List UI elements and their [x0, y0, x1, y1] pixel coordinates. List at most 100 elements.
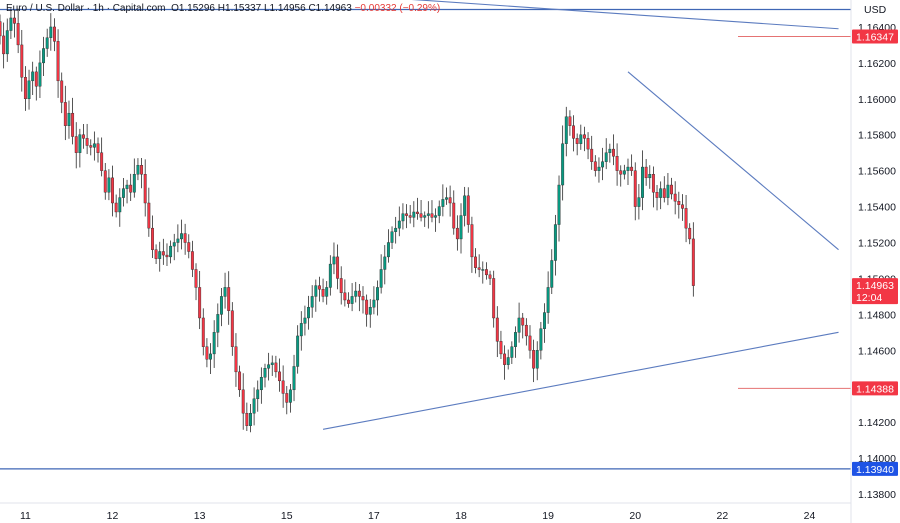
candle-body: [45, 37, 49, 49]
low-value: L1.14956: [263, 3, 306, 14]
candle-body: [96, 143, 100, 153]
candle-body: [67, 112, 71, 126]
candle-body: [376, 287, 379, 301]
candle-body: [372, 299, 376, 308]
change-value: −0.00332 (−0.29%): [354, 3, 441, 14]
candle-body: [125, 184, 129, 189]
candle-body: [365, 299, 369, 315]
price-tick-label: 1.16200: [858, 58, 896, 70]
candle-body: [183, 233, 187, 243]
price-tick-label: 1.14800: [858, 309, 896, 321]
candle-body: [575, 138, 579, 144]
candle-body: [107, 177, 111, 193]
candle-body: [238, 371, 242, 391]
candle-body: [227, 287, 231, 311]
current-price-bg: [852, 278, 898, 305]
candle-body: [223, 287, 227, 297]
candle-body: [593, 161, 597, 171]
symbol-name: Euro / U.S. Dollar · 1h · Capital.com: [6, 3, 166, 14]
candle-body: [524, 324, 528, 337]
time-tick-label: 20: [629, 510, 641, 522]
price-tick-label: 1.14600: [858, 345, 896, 357]
time-tick-label: 15: [281, 510, 293, 522]
candle-body: [612, 148, 615, 157]
candle-body: [267, 364, 271, 369]
price-tick-label: 1.15200: [858, 238, 896, 250]
candle-body: [448, 197, 452, 204]
candle-body: [601, 161, 605, 168]
candle-body: [688, 227, 692, 240]
candle-body: [659, 188, 663, 198]
candle-body: [74, 136, 78, 153]
candle-body: [42, 48, 46, 64]
candle-body: [408, 215, 412, 218]
candle-body: [397, 220, 401, 229]
candle-body: [423, 215, 427, 218]
candle-body: [281, 380, 285, 394]
candle-body: [288, 389, 292, 403]
candle-body: [53, 26, 56, 42]
trendlines[interactable]: [0, 0, 839, 430]
candle-body: [350, 296, 354, 304]
candle-body: [230, 310, 234, 347]
candle-body: [216, 314, 220, 333]
candle-body: [477, 267, 481, 270]
candle-body: [528, 335, 532, 351]
time-tick-label: 19: [542, 510, 554, 522]
candle-body: [85, 138, 89, 146]
candle-body: [201, 317, 205, 347]
candle-body: [321, 289, 325, 297]
candle-body: [9, 17, 13, 31]
time-tick-label: 18: [455, 510, 467, 522]
candle-body: [347, 299, 350, 304]
candle-body: [13, 17, 16, 24]
candle-body: [114, 202, 118, 213]
line-price-label-1: 1.14388: [856, 383, 894, 395]
candle-body: [136, 165, 140, 175]
line-price-label-0: 1.16347: [856, 31, 894, 43]
candle-body: [484, 269, 488, 276]
candle-body: [535, 350, 539, 369]
candle-body: [361, 296, 365, 301]
price-axis[interactable]: 1.138001.140001.142001.146001.148001.150…: [858, 22, 896, 501]
candle-body: [336, 256, 340, 279]
candle-body: [503, 353, 507, 365]
candle-body: [619, 170, 623, 175]
candle-body: [568, 116, 572, 126]
candle-body: [416, 211, 419, 214]
horizontal-lines: [0, 8, 851, 470]
time-tick-label: 13: [194, 510, 206, 522]
candle-body: [252, 398, 256, 414]
close-value: C1.14963: [308, 3, 352, 14]
candle-body: [506, 357, 510, 365]
candle-body: [274, 362, 278, 373]
candle-body: [677, 200, 681, 205]
candle-body: [608, 148, 612, 153]
candle-body: [539, 328, 543, 351]
candle-body: [161, 251, 165, 256]
candle-body: [154, 249, 158, 259]
candle-body: [662, 188, 666, 198]
candle-body: [626, 166, 630, 171]
candle-body: [303, 317, 307, 324]
candle-body: [285, 393, 289, 403]
candle-body: [328, 263, 332, 288]
candle-body: [386, 242, 390, 258]
time-axis[interactable]: 11 12 13 15 17 18 19 20 22 24: [20, 510, 816, 522]
candle-body: [129, 184, 133, 193]
candle-body: [579, 134, 583, 144]
candle-body: [234, 346, 238, 373]
candle-body: [296, 335, 300, 367]
candle-body: [394, 227, 398, 232]
price-tick-label: 1.13800: [858, 489, 896, 501]
candle-body: [412, 211, 416, 218]
candle-body: [419, 213, 423, 218]
candle-body: [510, 346, 514, 358]
candle-body: [644, 166, 648, 179]
candle-body: [572, 125, 575, 139]
candle-body: [463, 195, 467, 216]
candle-body: [680, 204, 684, 209]
candle-body: [630, 166, 634, 171]
